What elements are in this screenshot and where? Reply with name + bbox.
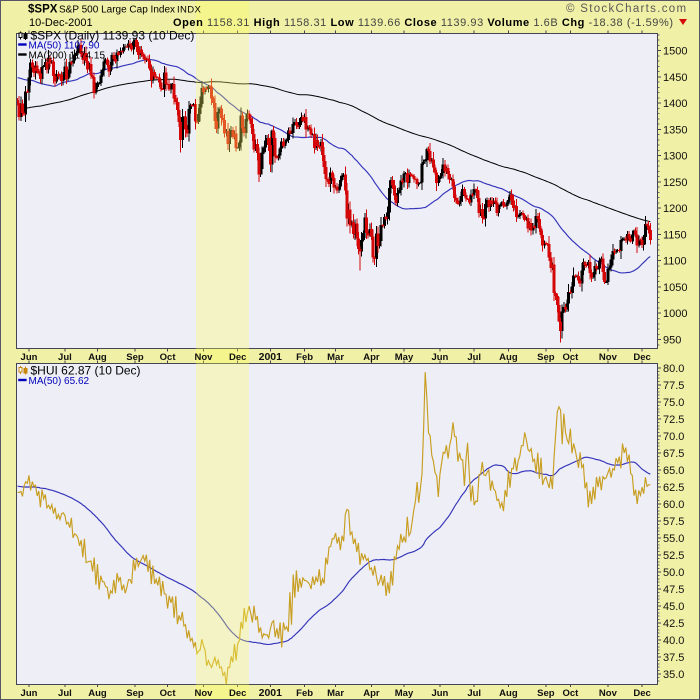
svg-text:Jun: Jun [21,688,38,699]
svg-text:1250: 1250 [663,177,687,189]
svg-text:1100: 1100 [663,256,687,268]
svg-text:Oct: Oct [562,352,579,363]
svg-text:INDX: INDX [177,5,202,16]
svg-text:Sep: Sep [537,688,555,699]
svg-text:37.5: 37.5 [663,652,684,664]
svg-text:Dec: Dec [229,688,246,699]
svg-text:Open 1158.31 High 1158.31 Low: Open 1158.31 High 1158.31 Low 1139.66 Cl… [173,17,673,29]
svg-text:Jun: Jun [21,352,38,363]
svg-text:MA(200) 1174.15: MA(200) 1174.15 [29,51,106,62]
svg-text:1200: 1200 [663,203,687,215]
svg-text:Mar: Mar [327,688,344,699]
svg-text:Oct: Oct [160,688,177,699]
svg-text:Nov: Nov [599,688,618,699]
svg-text:May: May [395,352,414,363]
svg-text:65.0: 65.0 [663,465,684,477]
svg-text:42.5: 42.5 [663,618,684,630]
svg-text:Apr: Apr [363,688,380,699]
svg-text:MA(50) 65.62: MA(50) 65.62 [29,376,90,387]
svg-text:Aug: Aug [499,352,518,363]
svg-text:75.0: 75.0 [663,397,684,409]
svg-text:2001: 2001 [259,687,283,699]
svg-text:Aug: Aug [499,688,518,699]
svg-text:1500: 1500 [663,46,687,58]
svg-text:Mar: Mar [327,352,344,363]
svg-text:$SPX: $SPX [28,4,58,16]
svg-text:Aug: Aug [88,352,107,363]
svg-text:$HUI 62.87 (10 Dec): $HUI 62.87 (10 Dec) [31,364,141,378]
svg-text:Sep: Sep [537,352,555,363]
svg-text:1000: 1000 [663,308,687,320]
svg-text:Oct: Oct [160,352,177,363]
svg-text:10-Dec-2001: 10-Dec-2001 [29,17,93,29]
svg-text:$SPX (Daily) 1139.93 (10 Dec): $SPX (Daily) 1139.93 (10 Dec) [31,29,195,43]
svg-text:1450: 1450 [663,72,687,84]
svg-text:Dec: Dec [229,352,246,363]
svg-text:Jun: Jun [431,688,448,699]
svg-text:72.5: 72.5 [663,414,684,426]
svg-text:52.5: 52.5 [663,550,684,562]
svg-text:70.0: 70.0 [663,431,684,443]
svg-text:45.0: 45.0 [663,601,684,613]
svg-text:Sep: Sep [126,352,144,363]
svg-text:Apr: Apr [363,352,380,363]
svg-text:35.0: 35.0 [663,669,684,681]
svg-text:Sep: Sep [126,688,144,699]
svg-text:Jul: Jul [58,352,72,363]
svg-text:57.5: 57.5 [663,516,684,528]
svg-text:Jul: Jul [467,352,481,363]
svg-text:1300: 1300 [663,151,687,163]
svg-text:Dec: Dec [633,352,650,363]
svg-text:77.5: 77.5 [663,380,684,392]
svg-text:Jun: Jun [431,352,448,363]
svg-text:© StockCharts.com: © StockCharts.com [566,3,687,15]
svg-text:40.0: 40.0 [663,635,684,647]
svg-text:Jul: Jul [58,688,72,699]
svg-text:Dec: Dec [633,688,650,699]
svg-text:Aug: Aug [88,688,107,699]
svg-text:1400: 1400 [663,98,687,110]
svg-text:950: 950 [663,335,681,347]
svg-text:50.0: 50.0 [663,567,684,579]
svg-text:60.0: 60.0 [663,499,684,511]
svg-text:1050: 1050 [663,282,687,294]
svg-text:Nov: Nov [195,352,214,363]
svg-text:Nov: Nov [195,688,214,699]
svg-text:Jul: Jul [467,688,481,699]
svg-text:47.5: 47.5 [663,584,684,596]
svg-text:2001: 2001 [259,351,283,363]
svg-text:62.5: 62.5 [663,482,684,494]
svg-text:Feb: Feb [296,352,313,363]
svg-text:1350: 1350 [663,125,687,137]
svg-text:Nov: Nov [599,352,618,363]
svg-text:Oct: Oct [562,688,579,699]
svg-text:67.5: 67.5 [663,448,684,460]
svg-text:S&P 500 Large Cap Index: S&P 500 Large Cap Index [59,5,175,16]
svg-text:MA(50) 1107.90: MA(50) 1107.90 [29,41,100,52]
svg-text:May: May [395,688,414,699]
svg-text:55.0: 55.0 [663,533,684,545]
svg-text:80.0: 80.0 [663,363,684,375]
svg-text:Feb: Feb [296,688,313,699]
svg-text:1150: 1150 [663,230,687,242]
